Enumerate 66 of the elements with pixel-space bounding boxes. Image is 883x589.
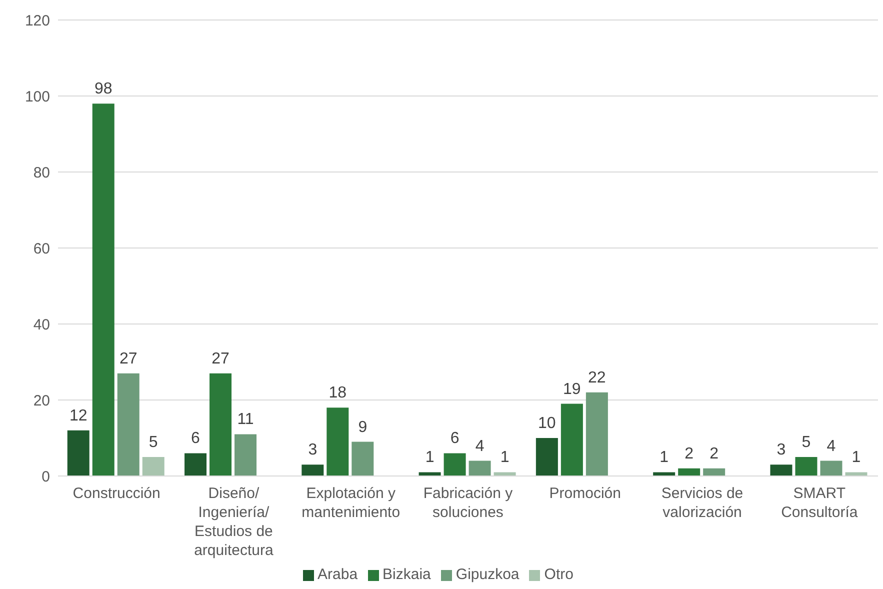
x-tick-label: Construcción bbox=[72, 485, 160, 502]
bar bbox=[418, 472, 441, 476]
x-tick-label: Diseño/ Ingeniería/ Estudios de arquitectura bbox=[194, 485, 274, 559]
bar bbox=[795, 457, 818, 476]
x-tick-label: Fabricación y soluciones bbox=[423, 485, 514, 521]
data-label: 2 bbox=[710, 445, 719, 462]
bar bbox=[234, 434, 257, 476]
data-label: 10 bbox=[538, 415, 556, 432]
y-tick-label: 120 bbox=[24, 12, 50, 30]
x-tick-label: Explotación y mantenimiento bbox=[302, 485, 400, 521]
bar bbox=[586, 392, 608, 476]
legend-label: Bizkaia bbox=[382, 566, 431, 583]
legend-label: Otro bbox=[544, 566, 574, 583]
bar bbox=[820, 460, 842, 476]
x-tick-label: Promoción bbox=[549, 485, 621, 502]
y-tick-label: 40 bbox=[33, 316, 50, 334]
data-label: 1 bbox=[500, 449, 510, 466]
data-label: 5 bbox=[148, 434, 158, 451]
bar bbox=[92, 104, 114, 476]
bar bbox=[845, 472, 868, 476]
bar bbox=[352, 442, 374, 476]
bar bbox=[326, 408, 349, 476]
data-label: 6 bbox=[191, 430, 200, 448]
x-tick-label: SMART Consultoría bbox=[781, 485, 858, 521]
legend-label: Gipuzkoa bbox=[456, 566, 520, 583]
bar bbox=[494, 472, 516, 476]
bar bbox=[560, 404, 583, 476]
data-label: 3 bbox=[308, 442, 318, 459]
data-label: 18 bbox=[328, 384, 347, 402]
y-tick-label: 80 bbox=[33, 164, 50, 182]
data-label: 98 bbox=[94, 80, 112, 98]
bar bbox=[142, 457, 164, 476]
bar bbox=[184, 453, 207, 476]
y-tick-label: 60 bbox=[33, 240, 50, 258]
x-tick-label: Servicios de valorización bbox=[661, 485, 744, 521]
bar bbox=[210, 373, 232, 476]
data-label: 22 bbox=[588, 369, 606, 386]
bar bbox=[536, 438, 558, 476]
y-tick-label: 20 bbox=[33, 392, 50, 410]
data-label: 12 bbox=[69, 407, 88, 424]
data-label: 27 bbox=[212, 350, 230, 368]
bar bbox=[67, 430, 90, 476]
data-label: 11 bbox=[237, 411, 254, 428]
bar bbox=[302, 464, 324, 476]
data-label: 3 bbox=[776, 442, 786, 459]
data-label: 27 bbox=[119, 350, 138, 368]
data-label: 9 bbox=[358, 418, 368, 436]
bar bbox=[468, 460, 491, 476]
legend-label: Araba bbox=[318, 566, 358, 583]
data-label: 6 bbox=[450, 430, 460, 448]
data-label: 5 bbox=[802, 434, 811, 451]
data-label: 4 bbox=[826, 438, 836, 455]
data-label: 1 bbox=[425, 449, 434, 466]
bar bbox=[770, 464, 792, 476]
data-label: 4 bbox=[475, 438, 484, 455]
data-label: 1 bbox=[660, 449, 669, 466]
bar bbox=[444, 453, 466, 476]
data-label: 2 bbox=[684, 445, 694, 462]
y-tick-label: 100 bbox=[24, 88, 50, 106]
data-label: 1 bbox=[852, 449, 861, 466]
bar bbox=[703, 468, 726, 476]
bar bbox=[117, 373, 140, 476]
y-tick-label: 0 bbox=[42, 468, 50, 486]
bar bbox=[653, 472, 676, 476]
data-label: 19 bbox=[563, 380, 581, 398]
bar bbox=[678, 468, 700, 476]
